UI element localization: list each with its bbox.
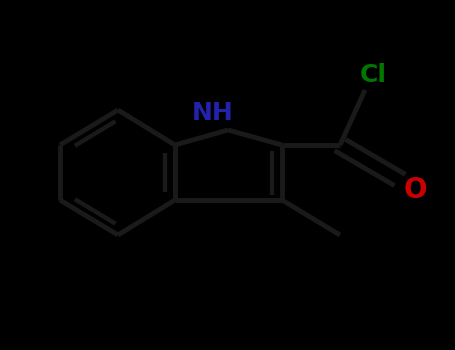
Text: NH: NH	[192, 101, 234, 125]
Text: Cl: Cl	[359, 63, 386, 87]
Text: O: O	[403, 176, 427, 204]
